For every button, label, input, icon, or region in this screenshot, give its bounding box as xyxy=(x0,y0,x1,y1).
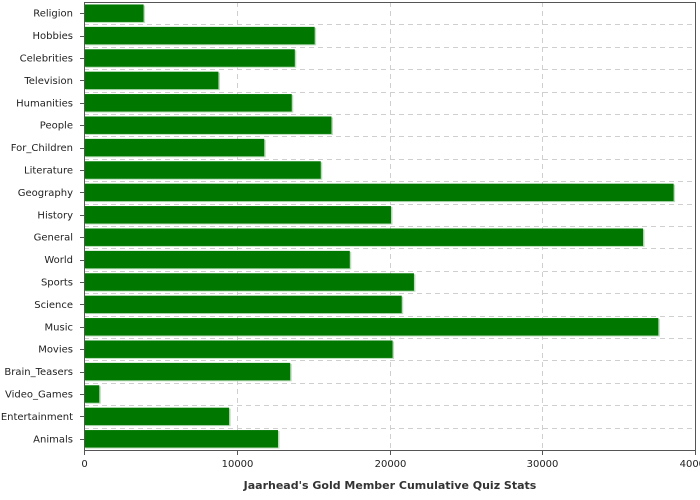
bar xyxy=(84,94,292,112)
category-labels: Religion Hobbies Celebrities Television Huma… xyxy=(1,9,73,446)
x-tick-label: 40000 xyxy=(680,459,700,470)
bar xyxy=(84,362,291,381)
x-axis-ticks: 0 10000 20000 30000 40000 xyxy=(80,13,700,470)
grid-lines xyxy=(84,2,695,450)
category-label: Video_Games xyxy=(5,390,73,401)
bars xyxy=(84,4,676,449)
category-label: Sports xyxy=(41,278,73,289)
category-label: General xyxy=(34,233,73,244)
x-axis-title: Jaarhead's Gold Member Cumulative Quiz S… xyxy=(243,479,537,492)
plot-frame xyxy=(84,2,696,451)
category-label: Brain_Teasers xyxy=(4,367,73,378)
category-label: Music xyxy=(45,322,73,333)
category-label: Science xyxy=(34,300,73,311)
bar xyxy=(84,116,332,134)
category-label: Hobbies xyxy=(33,31,73,42)
bar xyxy=(84,430,278,448)
x-tick-label: 10000 xyxy=(222,459,254,470)
x-tick-label: 30000 xyxy=(527,459,559,470)
x-tick-label: 20000 xyxy=(375,459,407,470)
bar xyxy=(84,161,321,179)
bar xyxy=(84,295,402,314)
category-label: People xyxy=(40,121,73,132)
category-label: World xyxy=(44,255,73,266)
category-label: Geography xyxy=(18,188,73,199)
category-label: For_Children xyxy=(11,143,73,154)
category-label: Religion xyxy=(33,9,73,20)
category-label: Animals xyxy=(33,434,73,445)
bar xyxy=(84,273,414,291)
category-label: Celebrities xyxy=(20,54,73,65)
bar xyxy=(84,228,644,246)
bar xyxy=(84,318,659,336)
bar xyxy=(84,340,393,358)
bar xyxy=(84,49,295,67)
category-label: Television xyxy=(23,76,73,87)
bar xyxy=(84,385,100,403)
bar xyxy=(84,138,265,157)
category-label: Literature xyxy=(24,166,73,177)
category-label: Entertainment xyxy=(1,412,73,423)
category-label: History xyxy=(37,210,73,221)
category-label: Humanities xyxy=(16,98,73,109)
x-tick-label: 0 xyxy=(81,459,87,470)
bar xyxy=(84,407,230,426)
bar xyxy=(84,71,219,90)
bar xyxy=(84,26,315,45)
category-label: Movies xyxy=(38,345,73,356)
bar xyxy=(84,183,674,202)
bar xyxy=(84,206,392,224)
bar xyxy=(84,4,144,22)
bar xyxy=(84,250,350,269)
